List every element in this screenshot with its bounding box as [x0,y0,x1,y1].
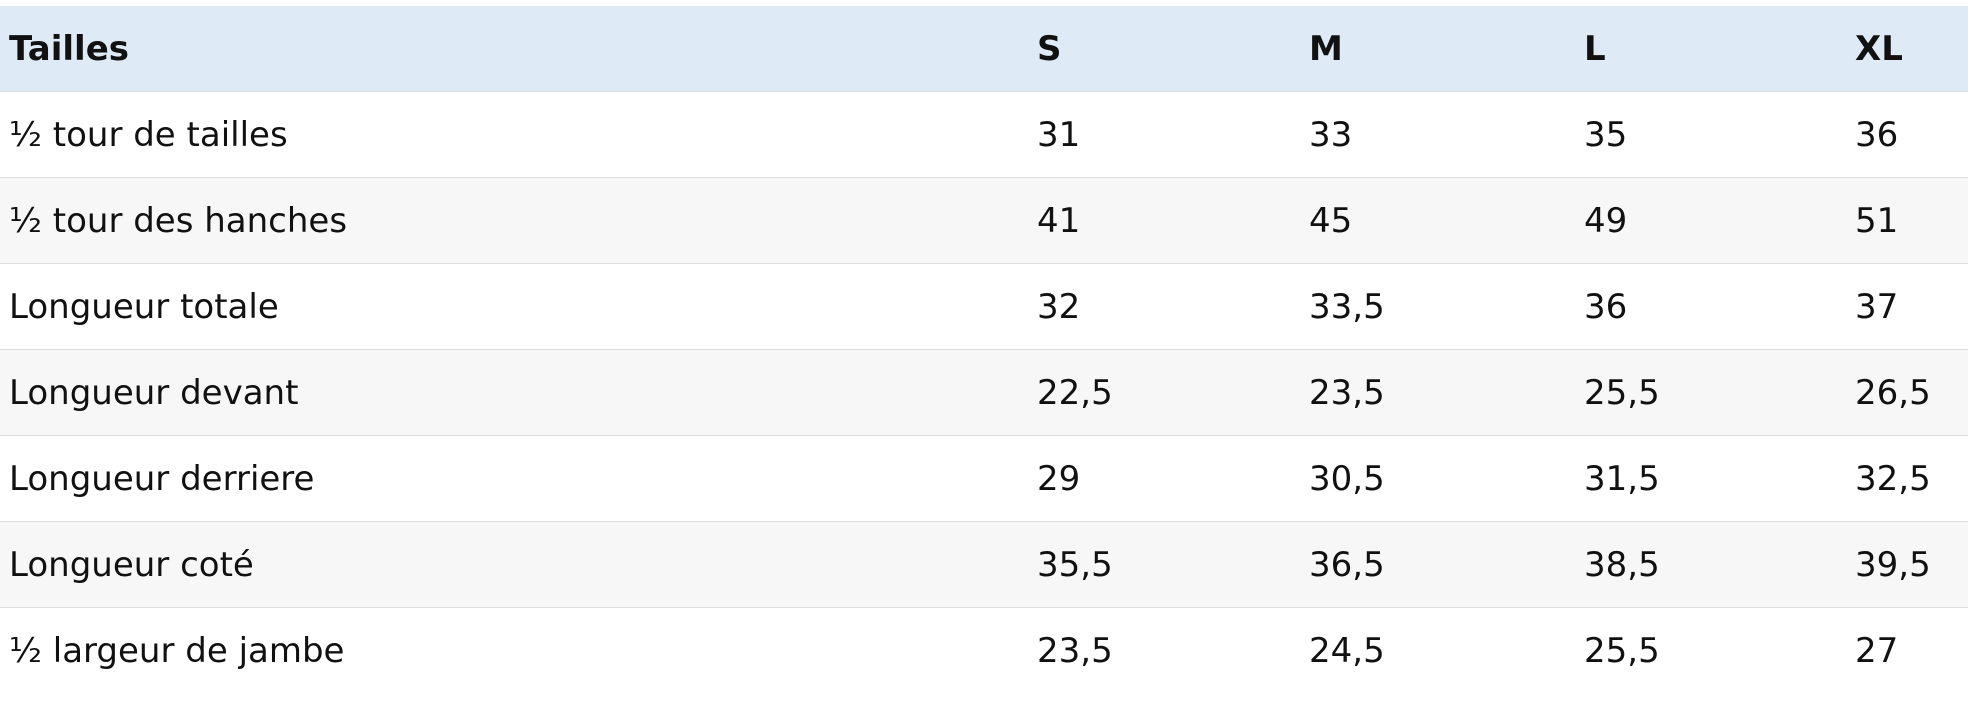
row-label: Longueur coté [9,544,254,585]
row-label: ½ largeur de jambe [9,630,345,671]
size-value: 39,5 [1855,544,1931,585]
size-value: 22,5 [1037,372,1113,413]
size-value: 23,5 [1309,372,1385,413]
table-row: Longueur devant 22,5 23,5 25,5 26,5 [0,349,1968,436]
table-header: Tailles S M L XL [0,6,1968,92]
table-row: Longueur coté 35,5 36,5 38,5 39,5 [0,521,1968,608]
table-row: Longueur totale 32 33,5 36 37 [0,263,1968,350]
row-label: ½ tour des hanches [9,200,348,241]
size-value: 29 [1037,458,1081,499]
table-row: Longueur derriere 29 30,5 31,5 32,5 [0,435,1968,522]
size-value: 26,5 [1855,372,1931,413]
size-value: 32 [1037,286,1081,327]
size-table: Tailles S M L XL ½ tour de tailles 31 33 35 36 ½ … [0,6,1968,693]
header-cell: L [1575,6,1846,92]
header-cell: XL [1846,6,1968,92]
row-label: Longueur totale [9,286,279,327]
row-label: Longueur derriere [9,458,315,499]
row-label: Longueur devant [9,372,299,413]
row-label: ½ tour de tailles [9,114,288,155]
size-value: 41 [1037,200,1081,241]
size-value: 30,5 [1309,458,1385,499]
size-value: 35 [1584,114,1628,155]
size-value: 25,5 [1584,630,1660,671]
size-value: 45 [1309,200,1353,241]
size-value: 36 [1855,114,1899,155]
size-value: 33,5 [1309,286,1385,327]
size-value: 24,5 [1309,630,1385,671]
size-value: 49 [1584,200,1628,241]
table-row: ½ tour des hanches 41 45 49 51 [0,177,1968,264]
size-value: 35,5 [1037,544,1113,585]
size-value: 51 [1855,200,1899,241]
size-value: 31 [1037,114,1081,155]
size-value: 36 [1584,286,1628,327]
size-value: 27 [1855,630,1899,671]
size-value: 32,5 [1855,458,1931,499]
size-value: 38,5 [1584,544,1660,585]
size-value: 31,5 [1584,458,1660,499]
size-value: 23,5 [1037,630,1113,671]
size-value: 37 [1855,286,1899,327]
table-row: ½ largeur de jambe 23,5 24,5 25,5 27 [0,607,1968,693]
header-cell: S [1028,6,1300,92]
size-value: 25,5 [1584,372,1660,413]
size-value: 36,5 [1309,544,1385,585]
size-value: 33 [1309,114,1353,155]
table-row: ½ tour de tailles 31 33 35 36 [0,91,1968,178]
header-row: Tailles S M L XL [0,6,1968,92]
header-cell: Tailles [0,6,1028,92]
header-cell: M [1300,6,1575,92]
table-body: ½ tour de tailles 31 33 35 36 ½ tour des hanc… [0,91,1968,693]
